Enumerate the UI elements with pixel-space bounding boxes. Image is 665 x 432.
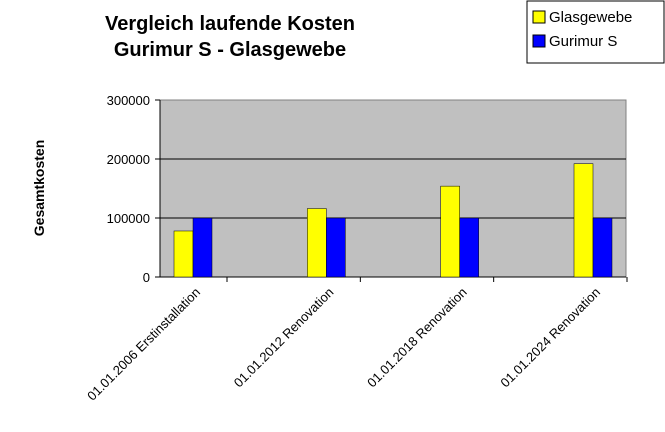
legend-label: Gurimur S — [549, 33, 617, 50]
legend-label: Glasgewebe — [549, 9, 632, 26]
bar — [173, 230, 194, 278]
chart-title: Gurimur S - Glasgewebe — [114, 39, 346, 61]
y-tick-label: 200000 — [107, 152, 150, 167]
bar — [592, 217, 613, 278]
y-axis-label: Gesamtkosten — [31, 140, 47, 236]
legend-swatch — [532, 10, 546, 24]
chart-title: Vergleich laufende Kosten — [105, 13, 355, 35]
y-tick-label: 0 — [143, 270, 150, 285]
y-tick-label: 100000 — [107, 211, 150, 226]
bar — [459, 217, 479, 278]
legend-box — [526, 0, 665, 64]
bar — [440, 185, 460, 278]
plot-area — [159, 99, 627, 278]
legend-swatch — [532, 34, 546, 48]
bar — [192, 217, 213, 278]
bar — [307, 208, 327, 278]
bar — [573, 163, 594, 278]
y-tick-label: 300000 — [107, 93, 150, 108]
bar — [326, 217, 346, 278]
